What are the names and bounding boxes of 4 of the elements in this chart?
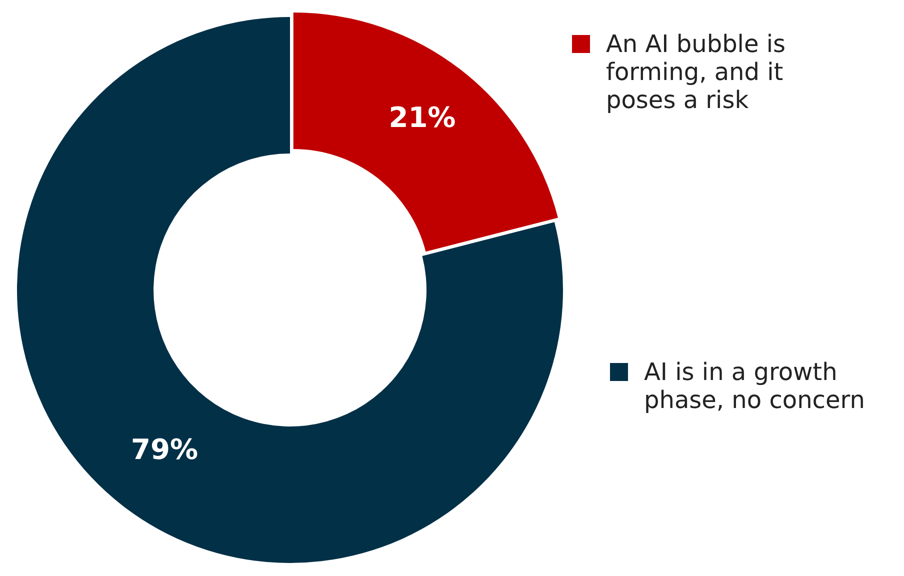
data-label: 21% [388, 100, 456, 134]
data-label: 79% [130, 433, 198, 466]
legend-label: An AI bubble is forming, and it poses a risk [606, 30, 787, 114]
legend-label: AI is in a growth phase, no concern [644, 358, 866, 414]
